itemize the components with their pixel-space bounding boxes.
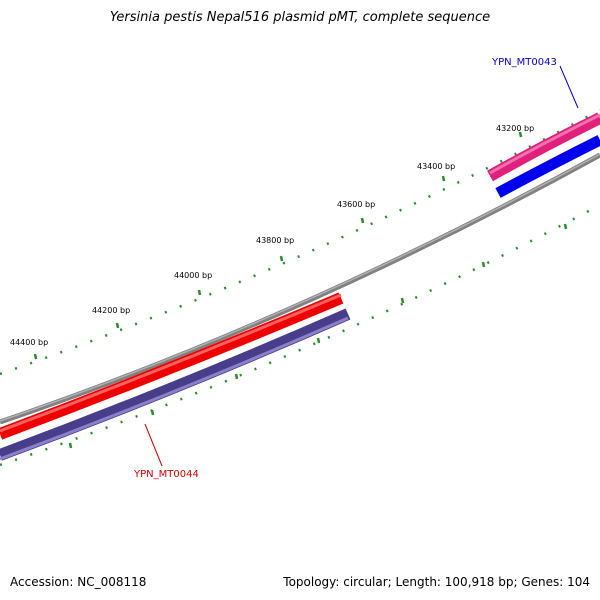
map-title: Yersinia pestis Nepal516 plasmid pMT, co… (109, 10, 491, 25)
tick-label: 43600 bp (337, 200, 375, 209)
major-ticks (33, 131, 523, 360)
label-leader (144, 423, 163, 467)
tick-label: 43200 bp (496, 124, 534, 133)
gene-arc-YPN_MT0044 (0, 308, 351, 461)
inner-major-ticks (68, 223, 568, 449)
tick-label: 44200 bp (92, 306, 130, 315)
outer-tick-ring (0, 108, 600, 376)
tick-label: 44000 bp (174, 271, 212, 280)
inner-tick-ring (0, 203, 600, 467)
backbone-arc (0, 152, 600, 425)
gene-arc-red (0, 292, 344, 440)
gene-arc-magenta (487, 112, 600, 182)
tick-label: 44400 bp (10, 338, 48, 347)
summary-text: Topology: circular; Length: 100,918 bp; … (283, 575, 590, 589)
label-leader (559, 65, 579, 109)
gene-label-YPN_MT0044: YPN_MT0044 (133, 469, 199, 480)
tick-label: 43400 bp (417, 162, 455, 171)
tick-label: 43800 bp (256, 236, 294, 245)
gene-arc-YPN_MT0043 (495, 135, 600, 198)
gene-label-YPN_MT0043: YPN_MT0043 (491, 57, 557, 68)
accession-text: Accession: NC_008118 (10, 575, 147, 589)
